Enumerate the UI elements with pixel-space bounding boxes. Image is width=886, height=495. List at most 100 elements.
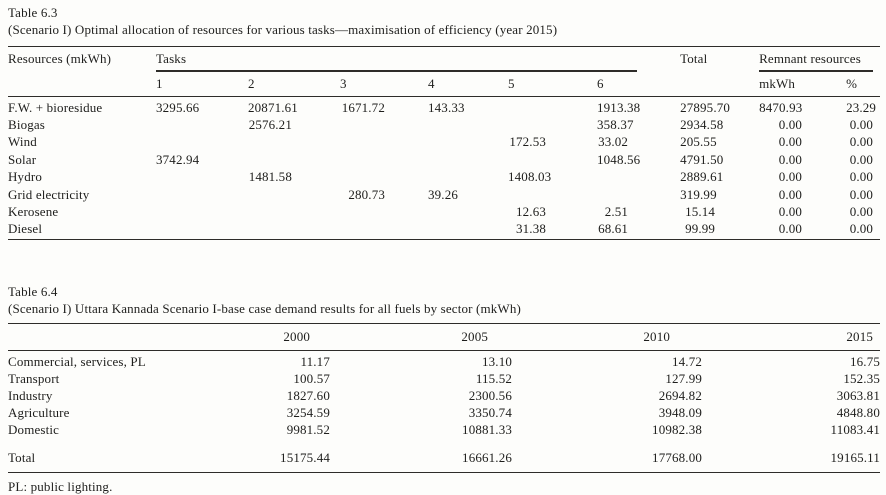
table-row: Domestic 9981.52 10881.33 10982.38 11083…	[8, 422, 880, 439]
cell-task-value	[248, 134, 340, 152]
cell-task-value	[428, 169, 508, 187]
cell-task-value	[428, 204, 508, 222]
col-header-year-2015: 2015	[717, 323, 880, 351]
cell-sector-name: Transport	[8, 370, 60, 386]
cell-year-value: 127.99	[665, 370, 702, 386]
cell-sector-name: Agriculture	[8, 404, 70, 420]
table-6-4-header: 2000 2005 2010 2015	[8, 323, 880, 351]
cell-resource-name: Grid electricity	[8, 186, 90, 202]
cell-task-value	[428, 151, 508, 169]
table-row: Kerosene 12.63 2.51 15.14 0.00 0.00	[8, 204, 880, 222]
col-header-empty	[680, 71, 760, 97]
header-sub-row: 1 2 3 4 5 6 mkWh %	[8, 71, 881, 97]
table-row: Biogas 2576.21 358.37 2934.58 0.00 0.00	[8, 116, 880, 134]
cell-year-value: 16661.26	[462, 449, 512, 465]
cell-year-value: 2300.56	[468, 387, 512, 403]
cell-remnant-pct: 0.00	[849, 169, 874, 185]
cell-year-value: 3948.09	[658, 404, 702, 420]
cell-task-value: 1671.72	[341, 100, 385, 115]
cell-task-value: 1481.58	[248, 169, 292, 185]
cell-task-value: 33.02	[598, 134, 629, 150]
table-row: Agriculture 3254.59 3350.74 3948.09 4848…	[8, 404, 880, 421]
cell-task-value: 1048.56	[597, 151, 641, 167]
cell-task-value	[428, 221, 508, 240]
cell-task-value	[156, 134, 248, 152]
table-row: Diesel 31.38 68.61 99.99 0.00 0.00	[8, 221, 880, 240]
cell-task-value	[428, 116, 508, 134]
table-6-4-footnote: PL: public lighting.	[8, 478, 113, 494]
col-header-empty	[8, 71, 156, 97]
cell-remnant-mkwh: 8470.93	[759, 100, 803, 115]
cell-year-value: 15175.44	[280, 449, 330, 465]
cell-resource-name: Wind	[8, 134, 37, 150]
cell-task-value: 2.51	[604, 204, 629, 220]
cell-year-value: 3254.59	[286, 404, 330, 420]
cell-remnant-pct: 23.29	[846, 100, 877, 115]
cell-remnant-mkwh: 0.00	[778, 221, 803, 236]
cell-task-value: 12.63	[516, 204, 546, 220]
table-row: Wind 172.53 33.02 205.55 0.00 0.00	[8, 134, 880, 152]
cell-task-value: 1913.38	[597, 100, 641, 115]
cell-remnant-mkwh: 0.00	[778, 116, 803, 132]
cell-remnant-mkwh: 0.00	[778, 186, 803, 202]
cell-task-value	[248, 186, 340, 204]
cell-remnant-pct: 0.00	[849, 204, 874, 220]
cell-year-value: 152.35	[843, 370, 880, 386]
table-row: Hydro 1481.58 1408.03 2889.61 0.00 0.00	[8, 169, 880, 187]
cell-task-value: 39.26	[428, 186, 458, 202]
table-total-row: Total 15175.44 16661.26 17768.00 19165.1…	[8, 439, 880, 473]
cell-sector-name: Industry	[8, 387, 53, 403]
col-header-task-3: 3	[340, 71, 428, 97]
table-row: Commercial, services, PL 11.17 13.10 14.…	[8, 351, 880, 371]
cell-year-value: 19165.11	[830, 449, 880, 465]
cell-task-value	[340, 134, 428, 152]
cell-year-value: 9981.52	[286, 422, 330, 438]
cell-task-value	[340, 221, 428, 240]
col-header-task-1: 1	[156, 71, 248, 97]
cell-task-value: 143.33	[428, 100, 465, 115]
cell-remnant-pct: 0.00	[849, 186, 874, 202]
cell-total: 4791.50	[680, 151, 724, 167]
table-row: Grid electricity 280.73 39.26 319.99 0.0…	[8, 186, 880, 204]
table-6-3-header: Resources (mkWh) Tasks Total Remnant res…	[8, 47, 881, 97]
col-header-task-4: 4	[428, 71, 508, 97]
cell-year-value: 10881.33	[462, 422, 512, 438]
cell-task-value	[156, 116, 248, 134]
cell-year-value: 11.17	[300, 354, 330, 369]
cell-task-value: 172.53	[509, 134, 546, 150]
cell-task-value	[248, 204, 340, 222]
cell-task-value	[508, 186, 597, 204]
cell-task-value	[156, 169, 248, 187]
cell-resource-name: Biogas	[8, 116, 46, 132]
cell-resource-name: F.W. + bioresidue	[8, 100, 103, 115]
cell-total: 2934.58	[680, 116, 724, 132]
cell-task-value	[508, 97, 597, 117]
col-header-resources: Resources (mkWh)	[8, 51, 112, 66]
table-6-4-label: Table 6.4	[8, 284, 58, 299]
cell-year-value: 17768.00	[652, 449, 702, 465]
cell-sector-name: Commercial, services, PL	[8, 354, 146, 369]
cell-year-value: 10982.38	[652, 422, 702, 438]
cell-total: 99.99	[685, 221, 716, 236]
cell-task-value	[340, 116, 428, 134]
table-6-3: Resources (mkWh) Tasks Total Remnant res…	[8, 46, 881, 240]
cell-task-value	[428, 134, 508, 152]
table-6-3-caption: (Scenario I) Optimal allocation of resou…	[8, 22, 558, 37]
col-header-task-2: 2	[248, 71, 340, 97]
cell-resource-name: Kerosene	[8, 204, 59, 220]
col-header-year-2005: 2005	[345, 323, 527, 351]
cell-task-value: 31.38	[516, 221, 546, 236]
cell-total: 2889.61	[680, 169, 724, 185]
cell-task-value: 2576.21	[248, 116, 292, 132]
cell-task-value	[340, 151, 428, 169]
cell-task-value: 20871.61	[248, 100, 298, 115]
cell-task-value	[248, 221, 340, 240]
col-header-year-2000: 2000	[240, 323, 345, 351]
cell-task-value: 1408.03	[508, 169, 552, 185]
cell-task-value	[340, 204, 428, 222]
cell-remnant-mkwh: 0.00	[778, 134, 803, 150]
cell-total: 319.99	[680, 186, 717, 202]
cell-resource-name: Solar	[8, 151, 37, 167]
col-header-year-2010: 2010	[527, 323, 717, 351]
cell-task-value: 358.37	[597, 116, 634, 132]
